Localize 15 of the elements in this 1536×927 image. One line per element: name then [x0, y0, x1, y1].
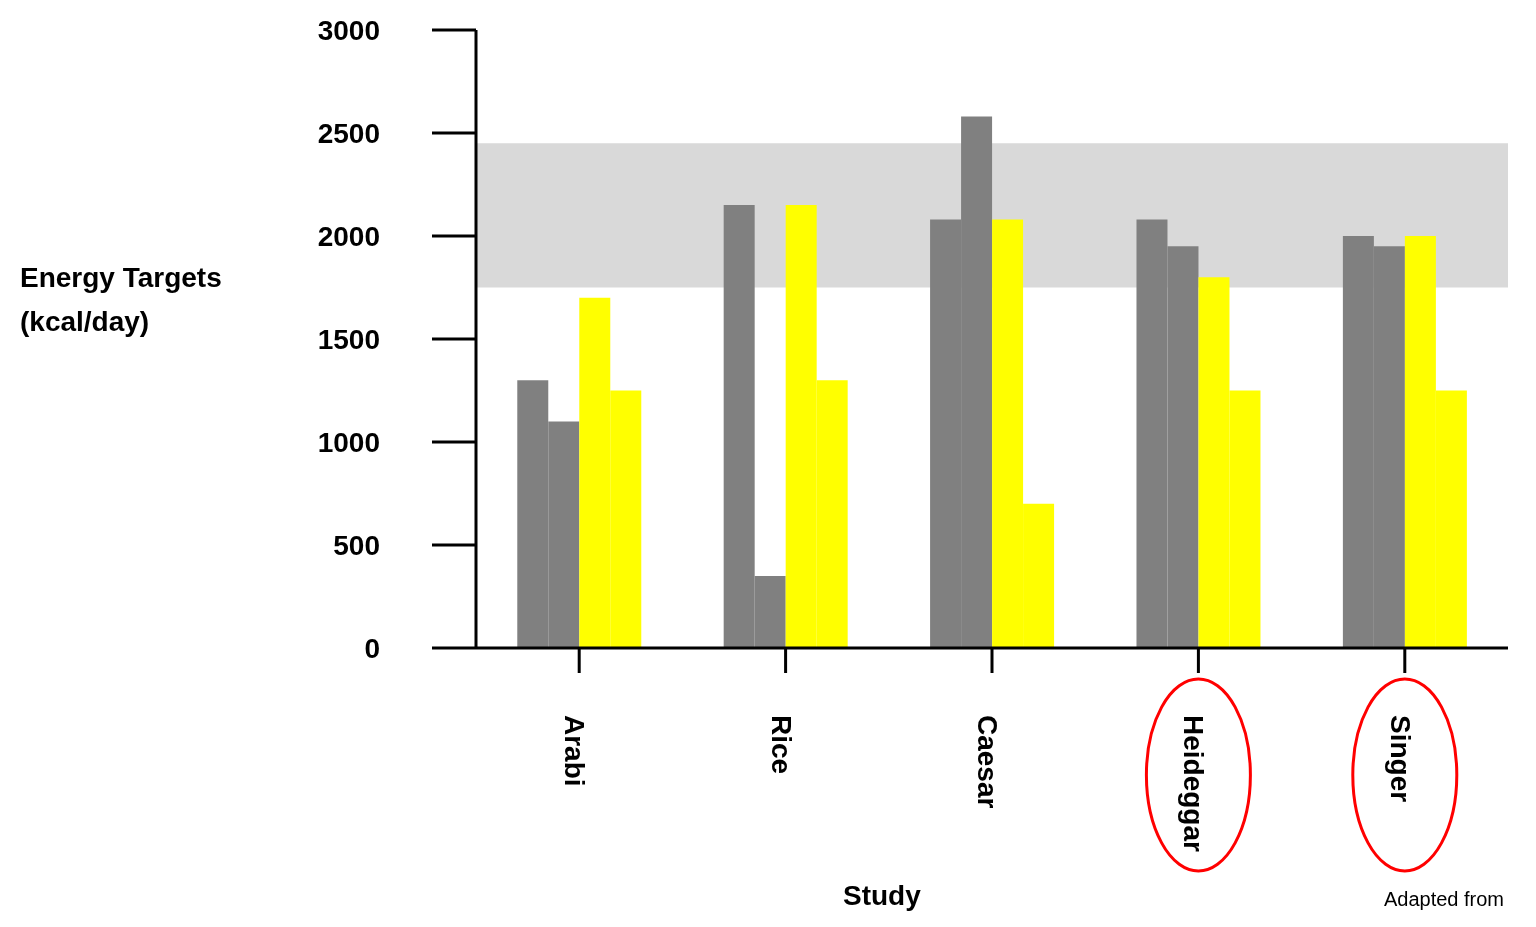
y-tick-label: 500 — [333, 529, 380, 561]
x-tick-label: Heideggar — [1178, 715, 1210, 853]
x-axis-title: Study — [843, 880, 921, 912]
y-axis-title: Energy Targets (kcal/day) — [20, 261, 222, 339]
x-tick-label: Caesar — [972, 715, 1003, 809]
y-tick-label: 0 — [364, 632, 380, 664]
y-tick-label: 1000 — [317, 426, 380, 458]
x-tick-label: Singer — [1384, 715, 1416, 803]
y-tick-label: 2500 — [317, 117, 380, 149]
y-tick-label: 1500 — [317, 323, 380, 355]
y-tick-label: 3000 — [317, 14, 380, 46]
text: Adapted from — [1383, 888, 1504, 911]
x-tick-label: Arabi — [559, 715, 591, 787]
y-tick-label: 2000 — [317, 220, 380, 252]
x-tick-label: Rice — [765, 715, 797, 775]
